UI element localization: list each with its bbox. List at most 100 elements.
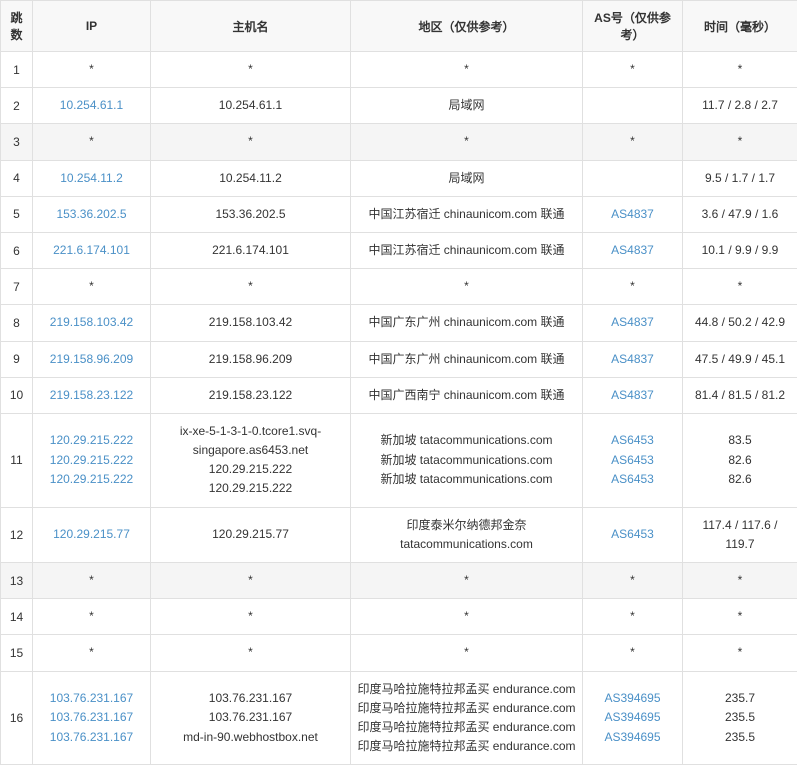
as-link[interactable]: AS394695 [604,730,660,744]
header-hop: 跳数 [1,1,33,52]
cell-region: 局域网 [351,88,583,124]
table-row: 10219.158.23.122219.158.23.122中国广西南宁 chi… [1,377,797,413]
cell-as: * [583,635,683,671]
ip-link[interactable]: 120.29.215.222 [50,453,133,467]
cell-ip: 219.158.103.42 [33,305,151,341]
as-link[interactable]: AS4837 [611,207,654,221]
ip-link[interactable]: 221.6.174.101 [53,243,130,257]
cell-hop: 8 [1,305,33,341]
cell-as: AS6453 [583,507,683,562]
cell-region: 中国江苏宿迁 chinaunicom.com 联通 [351,196,583,232]
cell-ip: 120.29.215.77 [33,507,151,562]
cell-hop: 5 [1,196,33,232]
cell-host: * [151,124,351,160]
ip-link[interactable]: 103.76.231.167 [50,710,133,724]
cell-as: AS4837 [583,196,683,232]
cell-hop: 4 [1,160,33,196]
table-body: 1*****210.254.61.110.254.61.1局域网11.7 / 2… [1,52,797,765]
ip-link[interactable]: 219.158.103.42 [50,315,133,329]
cell-as: AS4837 [583,377,683,413]
table-row: 16103.76.231.167103.76.231.167103.76.231… [1,671,797,765]
cell-host: 10.254.11.2 [151,160,351,196]
cell-time: * [683,52,797,88]
cell-ip: 10.254.61.1 [33,88,151,124]
cell-as [583,88,683,124]
cell-ip: 221.6.174.101 [33,232,151,268]
cell-host: * [151,52,351,88]
as-link[interactable]: AS6453 [611,472,654,486]
cell-time: 47.5 / 49.9 / 45.1 [683,341,797,377]
cell-as [583,160,683,196]
header-region: 地区（仅供参考） [351,1,583,52]
as-link[interactable]: AS6453 [611,527,654,541]
table-row: 11120.29.215.222120.29.215.222120.29.215… [1,413,797,507]
as-link[interactable]: AS6453 [611,453,654,467]
as-link[interactable]: AS4837 [611,243,654,257]
ip-link[interactable]: 153.36.202.5 [56,207,126,221]
table-row: 6221.6.174.101221.6.174.101中国江苏宿迁 chinau… [1,232,797,268]
cell-time: * [683,124,797,160]
cell-time: 83.582.682.6 [683,413,797,507]
cell-hop: 9 [1,341,33,377]
cell-region: * [351,599,583,635]
cell-region: 印度泰米尔纳德邦金奈 tatacommunications.com [351,507,583,562]
cell-as: AS4837 [583,232,683,268]
cell-hop: 13 [1,563,33,599]
ip-link[interactable]: 103.76.231.167 [50,691,133,705]
as-link[interactable]: AS4837 [611,315,654,329]
header-ip: IP [33,1,151,52]
cell-time: 3.6 / 47.9 / 1.6 [683,196,797,232]
ip-link[interactable]: 219.158.23.122 [50,388,133,402]
table-row: 13***** [1,563,797,599]
cell-ip: * [33,599,151,635]
cell-hop: 15 [1,635,33,671]
cell-region: 中国江苏宿迁 chinaunicom.com 联通 [351,232,583,268]
cell-ip: * [33,269,151,305]
cell-ip: 153.36.202.5 [33,196,151,232]
as-link[interactable]: AS4837 [611,352,654,366]
cell-host: 219.158.103.42 [151,305,351,341]
table-header-row: 跳数 IP 主机名 地区（仅供参考） AS号（仅供参考） 时间（毫秒） [1,1,797,52]
table-row: 1***** [1,52,797,88]
table-row: 5153.36.202.5153.36.202.5中国江苏宿迁 chinauni… [1,196,797,232]
cell-as: * [583,124,683,160]
ip-link[interactable]: 219.158.96.209 [50,352,133,366]
table-row: 7***** [1,269,797,305]
cell-time: 11.7 / 2.8 / 2.7 [683,88,797,124]
ip-link[interactable]: 120.29.215.77 [53,527,130,541]
cell-region: * [351,124,583,160]
ip-link[interactable]: 120.29.215.222 [50,433,133,447]
cell-region: * [351,635,583,671]
ip-link[interactable]: 10.254.61.1 [60,98,123,112]
cell-hop: 7 [1,269,33,305]
cell-as: * [583,52,683,88]
cell-ip: * [33,124,151,160]
cell-ip: * [33,563,151,599]
cell-as: * [583,563,683,599]
cell-hop: 3 [1,124,33,160]
cell-time: 117.4 / 117.6 / 119.7 [683,507,797,562]
cell-host: * [151,269,351,305]
table-row: 3***** [1,124,797,160]
cell-time: * [683,563,797,599]
ip-link[interactable]: 120.29.215.222 [50,472,133,486]
table-row: 15***** [1,635,797,671]
cell-region: * [351,52,583,88]
ip-link[interactable]: 103.76.231.167 [50,730,133,744]
cell-ip: 219.158.96.209 [33,341,151,377]
table-row: 210.254.61.110.254.61.1局域网11.7 / 2.8 / 2… [1,88,797,124]
as-link[interactable]: AS4837 [611,388,654,402]
ip-link[interactable]: 10.254.11.2 [60,171,123,185]
as-link[interactable]: AS394695 [604,710,660,724]
cell-time: 10.1 / 9.9 / 9.9 [683,232,797,268]
cell-time: 9.5 / 1.7 / 1.7 [683,160,797,196]
cell-hop: 14 [1,599,33,635]
cell-ip: 10.254.11.2 [33,160,151,196]
cell-host: * [151,563,351,599]
as-link[interactable]: AS394695 [604,691,660,705]
cell-hop: 6 [1,232,33,268]
cell-as: AS394695 AS394695 AS394695 [583,671,683,765]
cell-ip: * [33,52,151,88]
as-link[interactable]: AS6453 [611,433,654,447]
cell-time: 81.4 / 81.5 / 81.2 [683,377,797,413]
